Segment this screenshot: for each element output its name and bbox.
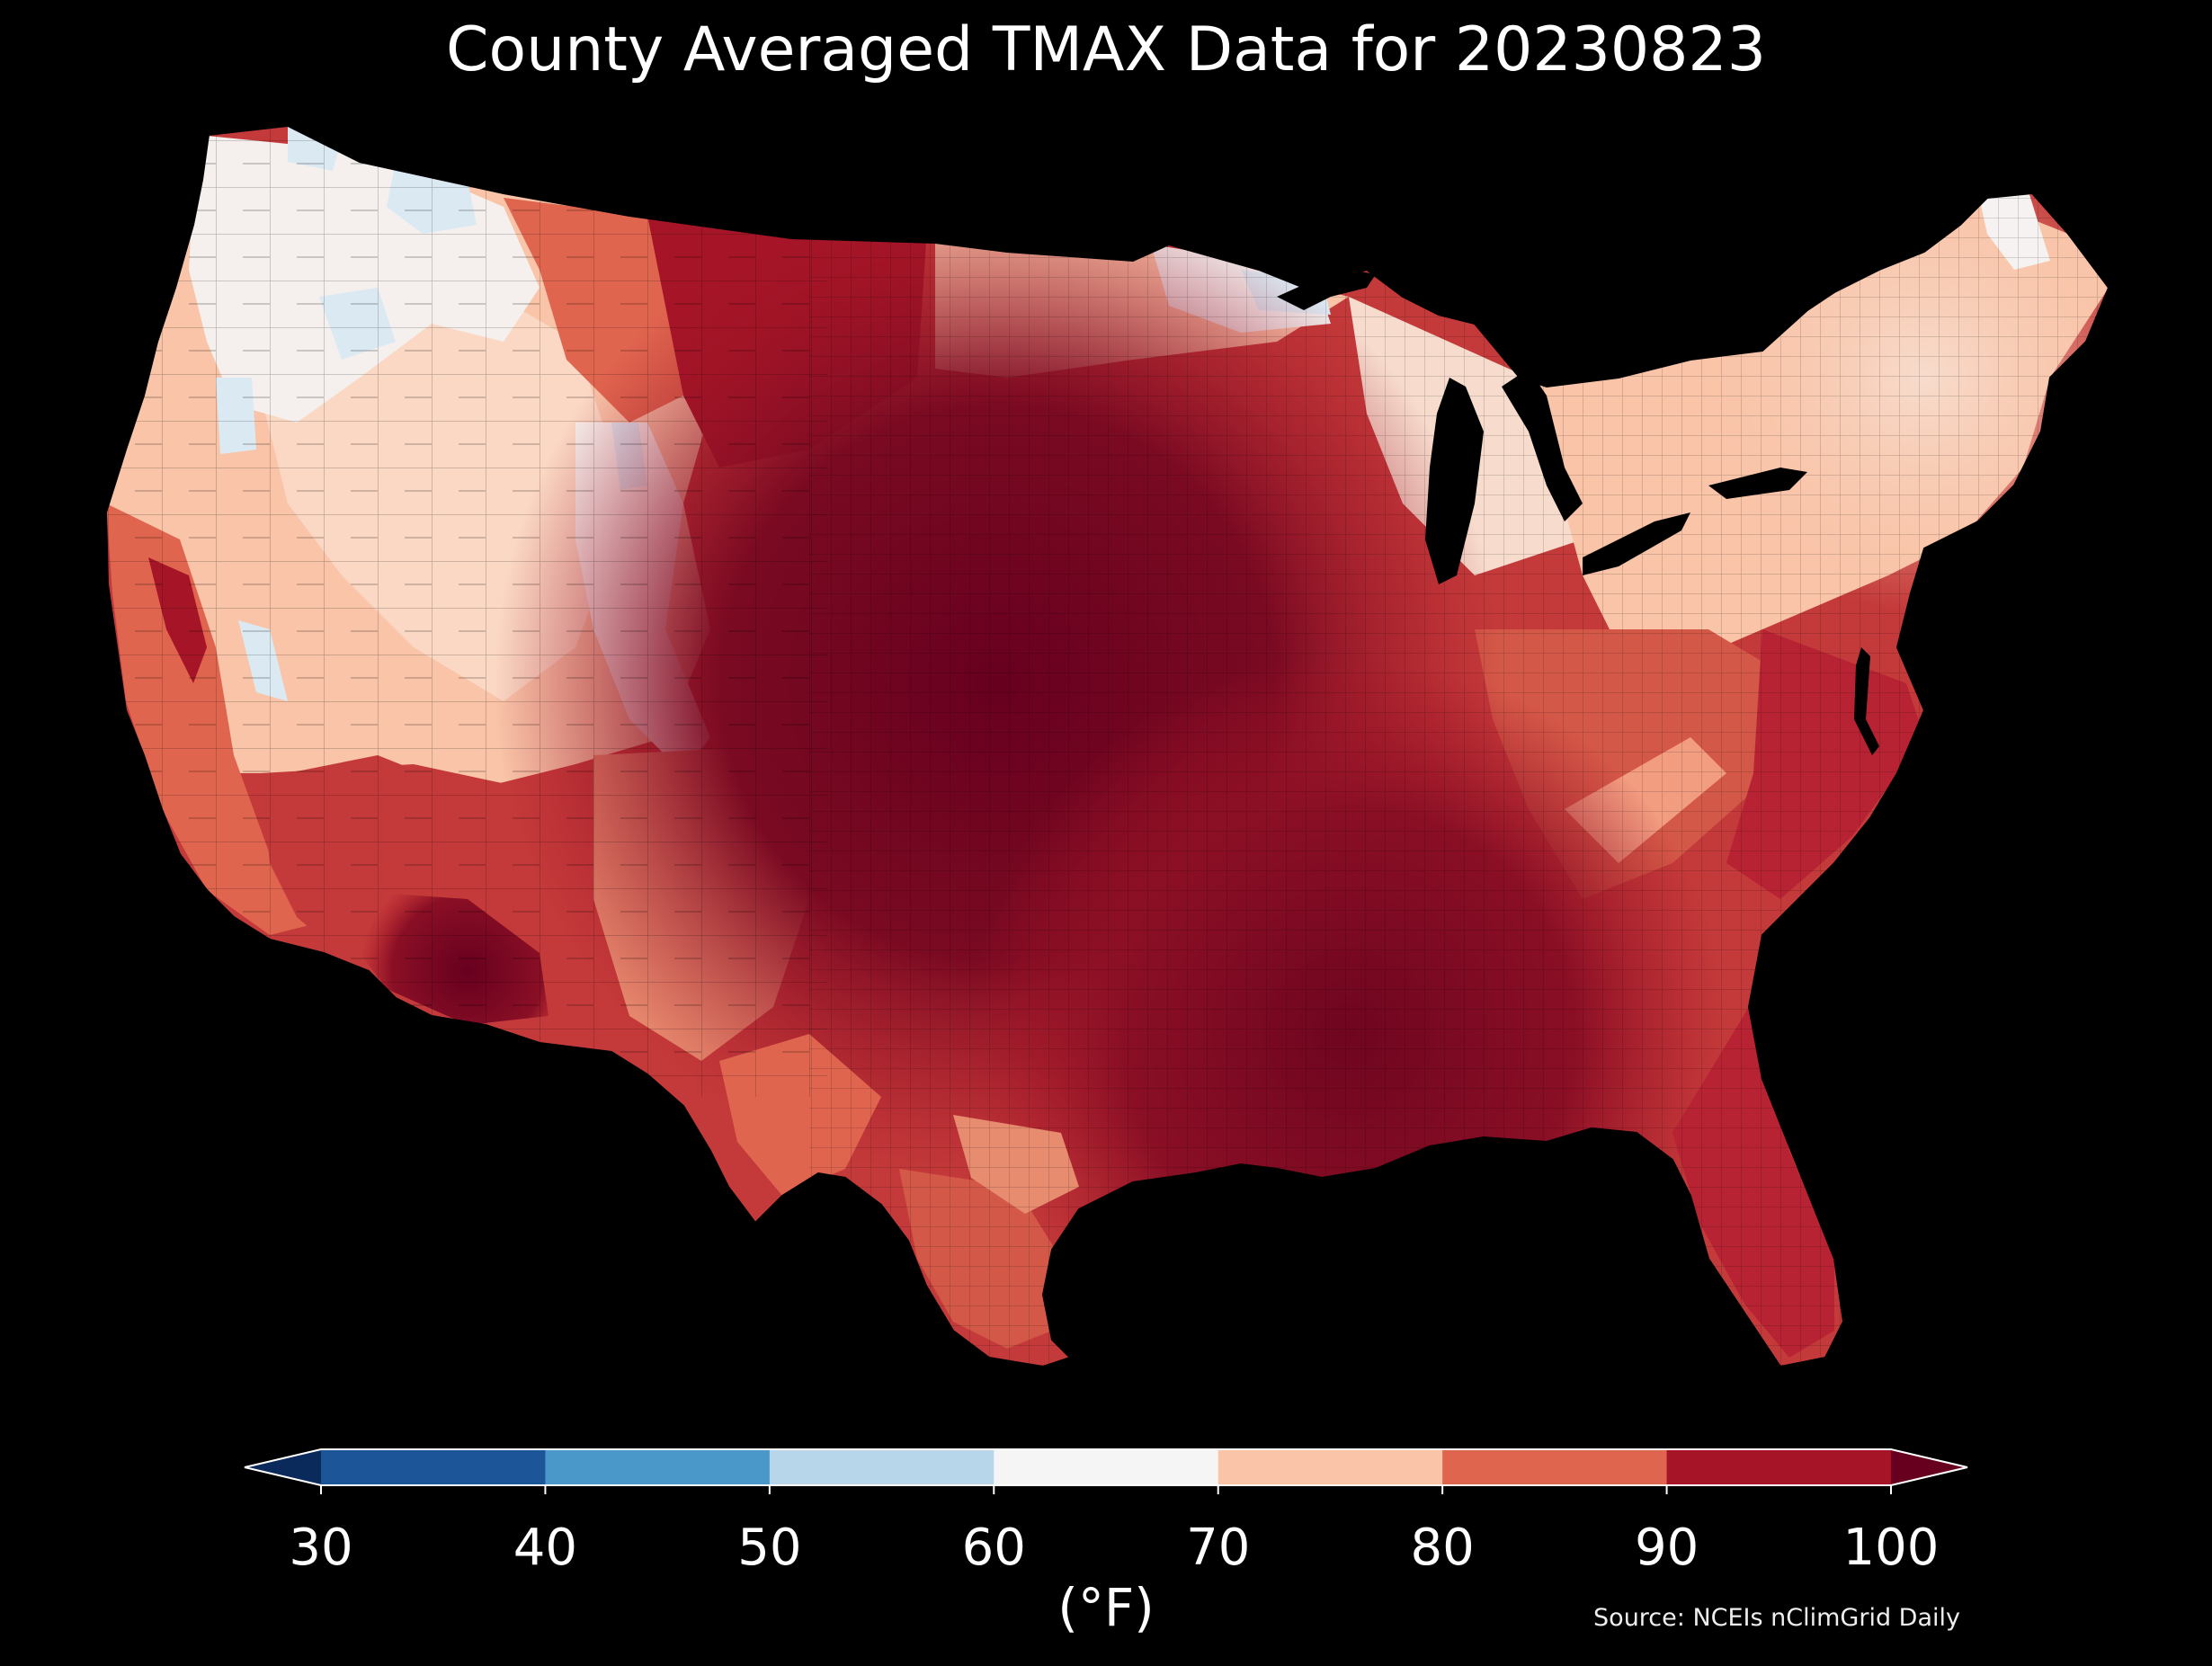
colorbar-tick-label: 50 bbox=[737, 1519, 801, 1577]
colorbar-over-arrow bbox=[1891, 1449, 1967, 1485]
colorbar-bin-80-90 bbox=[1442, 1449, 1668, 1485]
lake-michigan bbox=[1425, 378, 1484, 584]
colorbar-tick-label: 30 bbox=[289, 1519, 352, 1577]
colorbar-tick-label: 60 bbox=[962, 1519, 1026, 1577]
colorbar-bin-70-80 bbox=[1217, 1449, 1443, 1485]
county-lines-west bbox=[106, 126, 827, 1097]
colorbar-bin-90-100 bbox=[1666, 1449, 1892, 1485]
great-lakes bbox=[1277, 270, 1879, 755]
colorbar-tick-label: 90 bbox=[1635, 1519, 1699, 1577]
colorbar-under-arrow bbox=[245, 1449, 321, 1485]
us-county-map bbox=[106, 126, 2109, 1367]
colorbar: 30 40 50 60 70 80 90 100 bbox=[244, 1448, 1968, 1577]
lake-huron bbox=[1502, 369, 1583, 521]
map-title: County Averaged TMAX Data for 20230823 bbox=[446, 14, 1766, 85]
colorbar-bin-60-70 bbox=[994, 1449, 1219, 1485]
county-lines-east bbox=[809, 180, 2109, 1367]
lake-erie bbox=[1583, 512, 1690, 575]
colorbar-tick-label: 80 bbox=[1411, 1519, 1475, 1577]
colorbar-unit-label: (°F) bbox=[1057, 1577, 1155, 1638]
lake-ontario bbox=[1708, 468, 1807, 499]
colorbar-tick-label: 40 bbox=[513, 1519, 577, 1577]
chesapeake-bay bbox=[1854, 647, 1879, 755]
colorbar-tick-label: 70 bbox=[1186, 1519, 1250, 1577]
colorbar-bin-50-60 bbox=[769, 1449, 995, 1485]
colorbar-bin-40-50 bbox=[545, 1449, 771, 1485]
source-note: Source: NCEIs nClimGrid Daily bbox=[1593, 1604, 1960, 1632]
colorbar-bin-30-40 bbox=[321, 1449, 546, 1485]
lake-superior bbox=[1277, 270, 1376, 310]
colorbar-tick-label: 100 bbox=[1843, 1519, 1940, 1577]
